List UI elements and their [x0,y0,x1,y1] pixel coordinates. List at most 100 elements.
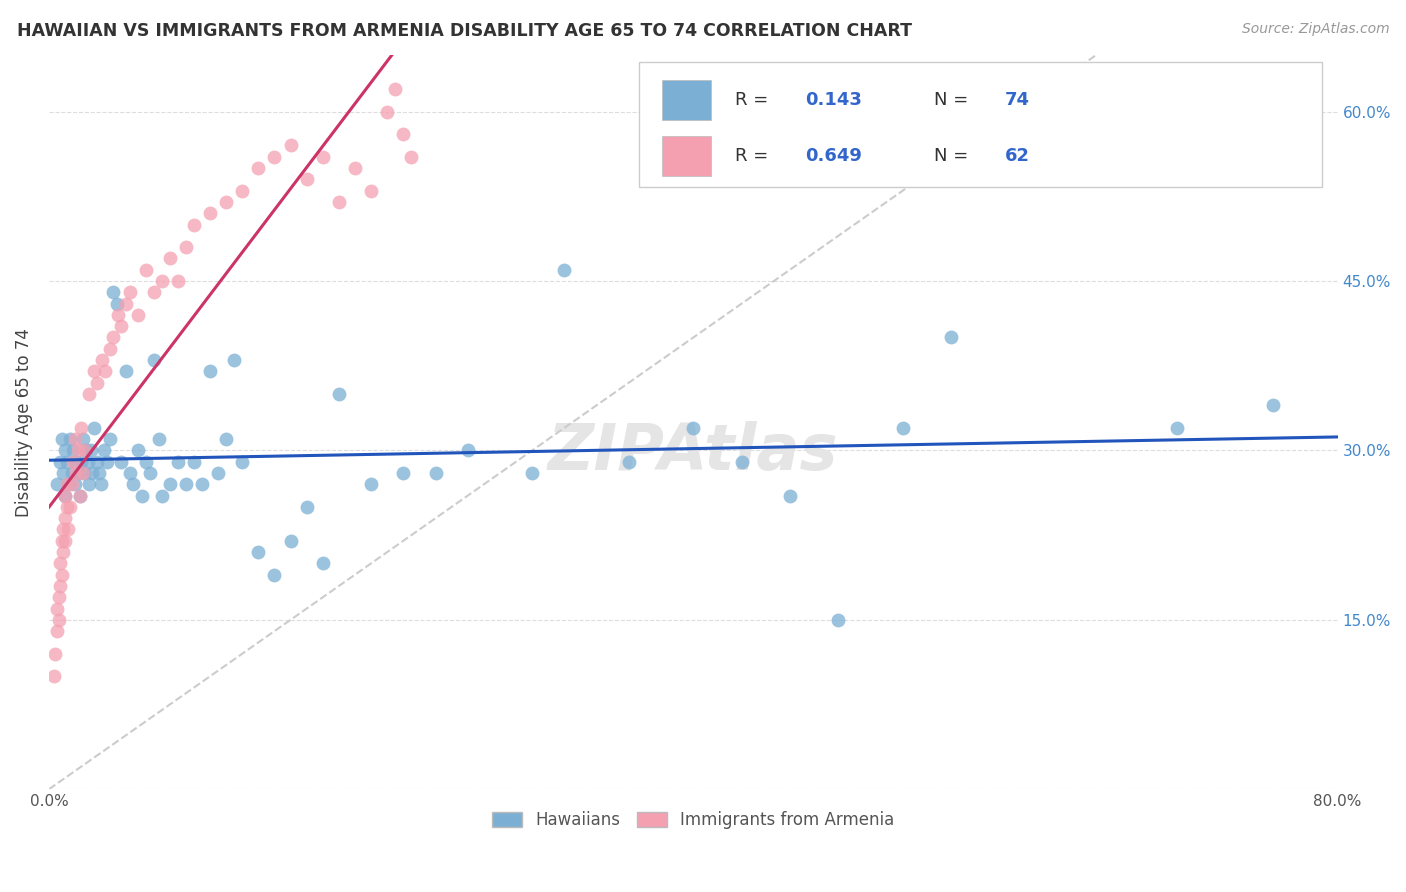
Text: N =: N = [934,147,974,165]
Text: ZIPAtlas: ZIPAtlas [548,420,838,483]
Point [98,342,121,356]
Point [103,330,125,344]
Point [65,466,87,480]
Point [115,364,138,378]
Point [51,432,73,446]
Point [105,296,128,310]
Text: 74: 74 [1005,91,1031,109]
Point [62,443,84,458]
Point [70,455,93,469]
Point [939,330,962,344]
Point [107,308,129,322]
Text: 62: 62 [1005,147,1031,165]
Point [224,353,246,368]
Point [115,296,138,310]
Point [94,364,117,378]
Point [247,545,270,559]
Point [142,285,165,300]
Point [59,432,82,446]
Point [60,466,83,480]
Point [139,466,162,480]
Point [215,194,238,209]
Point [375,104,398,119]
Point [135,262,157,277]
Legend: Hawaiians, Immigrants from Armenia: Hawaiians, Immigrants from Armenia [485,805,901,836]
Point [159,477,181,491]
Point [295,172,318,186]
Text: 0.143: 0.143 [806,91,862,109]
Point [72,466,94,480]
Point [131,489,153,503]
Point [70,421,93,435]
Point [127,308,149,322]
Point [52,545,75,559]
Point [150,489,173,503]
Point [682,421,704,435]
Point [118,466,141,480]
Point [72,432,94,446]
Point [127,443,149,458]
Point [87,466,110,480]
Point [150,274,173,288]
Point [63,477,86,491]
Point [159,252,181,266]
Text: N =: N = [934,91,974,109]
Point [51,533,73,548]
Point [53,489,76,503]
Point [53,489,76,503]
Point [174,240,197,254]
Point [48,613,70,627]
Point [231,455,253,469]
Point [121,477,143,491]
Point [312,557,335,571]
Point [392,127,415,141]
Point [191,477,214,491]
Point [312,150,335,164]
Point [142,353,165,368]
Point [328,387,350,401]
Point [263,567,285,582]
Point [198,364,221,378]
Point [1166,421,1188,435]
Point [425,466,447,480]
FancyBboxPatch shape [662,136,711,177]
Point [75,443,97,458]
Point [91,353,114,368]
Point [44,647,66,661]
Point [827,613,849,627]
Point [55,477,77,491]
Point [617,455,640,469]
Point [344,161,367,175]
Point [66,443,89,458]
Point [183,455,205,469]
Point [77,477,100,491]
Point [52,523,75,537]
Point [80,443,103,458]
Point [63,432,86,446]
Point [730,455,752,469]
Point [401,150,423,164]
Point [166,274,188,288]
Point [215,432,238,446]
Y-axis label: Disability Age 65 to 74: Disability Age 65 to 74 [15,327,32,516]
Point [779,489,801,503]
Point [66,466,89,480]
Point [360,477,382,491]
Point [77,387,100,401]
Point [295,500,318,514]
Point [553,262,575,277]
Point [183,218,205,232]
Point [263,150,285,164]
Point [73,443,96,458]
FancyBboxPatch shape [662,79,711,120]
Point [522,466,544,480]
Point [53,443,76,458]
Point [103,285,125,300]
Point [82,466,104,480]
Point [207,466,229,480]
Point [59,500,82,514]
Point [46,601,69,615]
Point [328,194,350,209]
Point [83,364,105,378]
Point [48,591,70,605]
